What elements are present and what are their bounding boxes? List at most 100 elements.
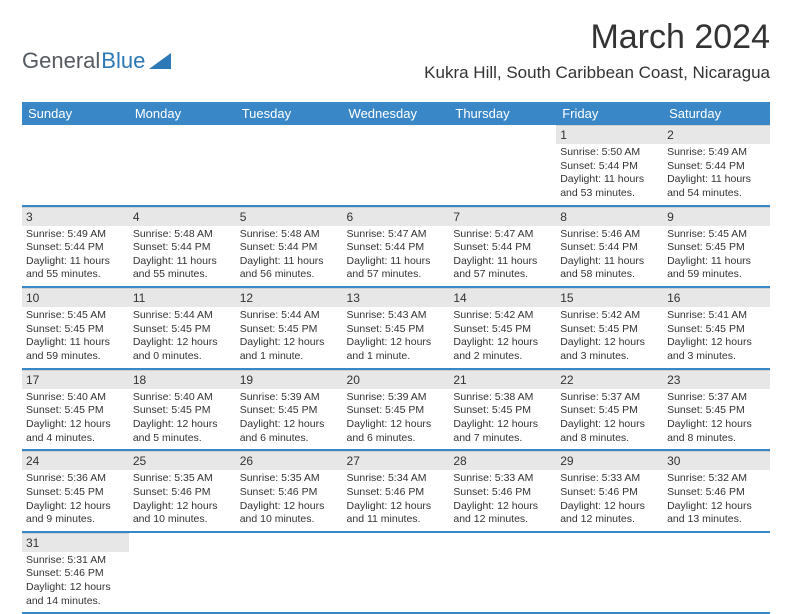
day-number: 8 — [556, 207, 663, 226]
day-data: Sunrise: 5:49 AMSunset: 5:44 PMDaylight:… — [22, 226, 129, 287]
calendar-week: 17Sunrise: 5:40 AMSunset: 5:45 PMDayligh… — [22, 369, 770, 451]
calendar-week: 24Sunrise: 5:36 AMSunset: 5:45 PMDayligh… — [22, 450, 770, 532]
day-header: Thursday — [449, 102, 556, 125]
day-number: 19 — [236, 370, 343, 389]
day-data: Sunrise: 5:41 AMSunset: 5:45 PMDaylight:… — [663, 307, 770, 368]
day-data: Sunrise: 5:33 AMSunset: 5:46 PMDaylight:… — [449, 470, 556, 531]
day-data: Sunrise: 5:43 AMSunset: 5:45 PMDaylight:… — [343, 307, 450, 368]
day-number: 11 — [129, 288, 236, 307]
day-data: Sunrise: 5:37 AMSunset: 5:45 PMDaylight:… — [663, 389, 770, 450]
calendar-cell — [343, 532, 450, 614]
calendar-week: 10Sunrise: 5:45 AMSunset: 5:45 PMDayligh… — [22, 287, 770, 369]
day-data: Sunrise: 5:42 AMSunset: 5:45 PMDaylight:… — [556, 307, 663, 368]
day-data: Sunrise: 5:50 AMSunset: 5:44 PMDaylight:… — [556, 144, 663, 205]
day-data: Sunrise: 5:49 AMSunset: 5:44 PMDaylight:… — [663, 144, 770, 205]
day-number: 12 — [236, 288, 343, 307]
calendar-cell: 17Sunrise: 5:40 AMSunset: 5:45 PMDayligh… — [22, 369, 129, 451]
calendar-cell: 10Sunrise: 5:45 AMSunset: 5:45 PMDayligh… — [22, 287, 129, 369]
day-number: 14 — [449, 288, 556, 307]
location-subtitle: Kukra Hill, South Caribbean Coast, Nicar… — [424, 63, 770, 83]
calendar-cell — [449, 125, 556, 206]
header: General Blue March 2024 Kukra Hill, Sout… — [22, 18, 770, 96]
day-number: 26 — [236, 451, 343, 470]
day-number: 13 — [343, 288, 450, 307]
day-number: 22 — [556, 370, 663, 389]
day-data: Sunrise: 5:48 AMSunset: 5:44 PMDaylight:… — [129, 226, 236, 287]
calendar-cell: 4Sunrise: 5:48 AMSunset: 5:44 PMDaylight… — [129, 206, 236, 288]
calendar-cell: 3Sunrise: 5:49 AMSunset: 5:44 PMDaylight… — [22, 206, 129, 288]
day-number: 17 — [22, 370, 129, 389]
day-data: Sunrise: 5:44 AMSunset: 5:45 PMDaylight:… — [236, 307, 343, 368]
calendar-cell: 5Sunrise: 5:48 AMSunset: 5:44 PMDaylight… — [236, 206, 343, 288]
logo-sail-icon — [149, 51, 175, 71]
day-data: Sunrise: 5:38 AMSunset: 5:45 PMDaylight:… — [449, 389, 556, 450]
calendar-cell — [129, 125, 236, 206]
calendar-cell: 14Sunrise: 5:42 AMSunset: 5:45 PMDayligh… — [449, 287, 556, 369]
day-data: Sunrise: 5:37 AMSunset: 5:45 PMDaylight:… — [556, 389, 663, 450]
day-number: 25 — [129, 451, 236, 470]
calendar-head: SundayMondayTuesdayWednesdayThursdayFrid… — [22, 102, 770, 125]
calendar-cell: 6Sunrise: 5:47 AMSunset: 5:44 PMDaylight… — [343, 206, 450, 288]
calendar-body: 1Sunrise: 5:50 AMSunset: 5:44 PMDaylight… — [22, 125, 770, 613]
calendar-cell — [556, 532, 663, 614]
day-data: Sunrise: 5:35 AMSunset: 5:46 PMDaylight:… — [129, 470, 236, 531]
calendar-cell: 29Sunrise: 5:33 AMSunset: 5:46 PMDayligh… — [556, 450, 663, 532]
day-header: Monday — [129, 102, 236, 125]
day-data: Sunrise: 5:47 AMSunset: 5:44 PMDaylight:… — [343, 226, 450, 287]
day-data: Sunrise: 5:33 AMSunset: 5:46 PMDaylight:… — [556, 470, 663, 531]
day-header: Sunday — [22, 102, 129, 125]
calendar-cell: 11Sunrise: 5:44 AMSunset: 5:45 PMDayligh… — [129, 287, 236, 369]
day-data: Sunrise: 5:40 AMSunset: 5:45 PMDaylight:… — [129, 389, 236, 450]
calendar-cell — [449, 532, 556, 614]
calendar-cell: 8Sunrise: 5:46 AMSunset: 5:44 PMDaylight… — [556, 206, 663, 288]
day-data: Sunrise: 5:39 AMSunset: 5:45 PMDaylight:… — [236, 389, 343, 450]
day-data: Sunrise: 5:45 AMSunset: 5:45 PMDaylight:… — [22, 307, 129, 368]
calendar-cell — [22, 125, 129, 206]
calendar-cell: 31Sunrise: 5:31 AMSunset: 5:46 PMDayligh… — [22, 532, 129, 614]
logo-text-general: General — [22, 48, 100, 74]
day-data: Sunrise: 5:47 AMSunset: 5:44 PMDaylight:… — [449, 226, 556, 287]
calendar-cell: 2Sunrise: 5:49 AMSunset: 5:44 PMDaylight… — [663, 125, 770, 206]
calendar-cell: 26Sunrise: 5:35 AMSunset: 5:46 PMDayligh… — [236, 450, 343, 532]
calendar-cell: 18Sunrise: 5:40 AMSunset: 5:45 PMDayligh… — [129, 369, 236, 451]
calendar-cell — [236, 532, 343, 614]
day-header: Wednesday — [343, 102, 450, 125]
day-number: 6 — [343, 207, 450, 226]
calendar-cell — [343, 125, 450, 206]
day-number: 10 — [22, 288, 129, 307]
day-header: Tuesday — [236, 102, 343, 125]
calendar-cell: 7Sunrise: 5:47 AMSunset: 5:44 PMDaylight… — [449, 206, 556, 288]
calendar-cell: 23Sunrise: 5:37 AMSunset: 5:45 PMDayligh… — [663, 369, 770, 451]
day-number: 9 — [663, 207, 770, 226]
day-data: Sunrise: 5:45 AMSunset: 5:45 PMDaylight:… — [663, 226, 770, 287]
day-number: 23 — [663, 370, 770, 389]
day-data: Sunrise: 5:39 AMSunset: 5:45 PMDaylight:… — [343, 389, 450, 450]
calendar-cell — [663, 532, 770, 614]
day-data: Sunrise: 5:42 AMSunset: 5:45 PMDaylight:… — [449, 307, 556, 368]
calendar-cell — [129, 532, 236, 614]
day-number: 5 — [236, 207, 343, 226]
day-data: Sunrise: 5:44 AMSunset: 5:45 PMDaylight:… — [129, 307, 236, 368]
day-number: 16 — [663, 288, 770, 307]
day-header: Friday — [556, 102, 663, 125]
day-data: Sunrise: 5:40 AMSunset: 5:45 PMDaylight:… — [22, 389, 129, 450]
day-header: Saturday — [663, 102, 770, 125]
page-title: March 2024 — [424, 18, 770, 57]
calendar-week: 31Sunrise: 5:31 AMSunset: 5:46 PMDayligh… — [22, 532, 770, 614]
calendar-cell: 13Sunrise: 5:43 AMSunset: 5:45 PMDayligh… — [343, 287, 450, 369]
day-data: Sunrise: 5:36 AMSunset: 5:45 PMDaylight:… — [22, 470, 129, 531]
calendar-week: 1Sunrise: 5:50 AMSunset: 5:44 PMDaylight… — [22, 125, 770, 206]
day-number: 1 — [556, 125, 663, 144]
calendar-table: SundayMondayTuesdayWednesdayThursdayFrid… — [22, 102, 770, 614]
day-number: 18 — [129, 370, 236, 389]
day-number: 27 — [343, 451, 450, 470]
calendar-cell: 20Sunrise: 5:39 AMSunset: 5:45 PMDayligh… — [343, 369, 450, 451]
logo: General Blue — [22, 48, 175, 74]
day-number: 30 — [663, 451, 770, 470]
calendar-cell: 16Sunrise: 5:41 AMSunset: 5:45 PMDayligh… — [663, 287, 770, 369]
calendar-cell: 30Sunrise: 5:32 AMSunset: 5:46 PMDayligh… — [663, 450, 770, 532]
day-number: 21 — [449, 370, 556, 389]
day-number: 28 — [449, 451, 556, 470]
calendar-cell: 12Sunrise: 5:44 AMSunset: 5:45 PMDayligh… — [236, 287, 343, 369]
day-data: Sunrise: 5:31 AMSunset: 5:46 PMDaylight:… — [22, 552, 129, 613]
